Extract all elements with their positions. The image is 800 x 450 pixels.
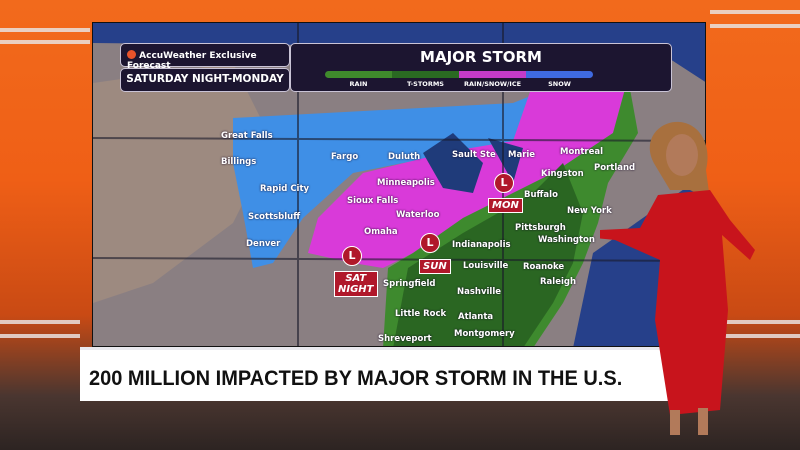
title-box: MAJOR STORM RAIN T-STORMS RAIN/SNOW/ICE SNO… xyxy=(290,43,672,92)
city-label: Montgomery xyxy=(454,329,515,339)
city-label: Atlanta xyxy=(458,312,494,322)
studio-stripe xyxy=(720,320,800,324)
city-label: Springfield xyxy=(383,279,436,289)
low-label-sat-night: SAT NIGHT xyxy=(334,271,378,297)
studio-stripe xyxy=(0,334,80,338)
city-label: Sioux Falls xyxy=(347,196,399,206)
forecast-title: MAJOR STORM xyxy=(420,48,542,66)
low-pressure-icon: L xyxy=(342,246,362,266)
forecast-header: AccuWeather Exclusive Forecast SATURDAY … xyxy=(120,43,672,93)
studio-stripe xyxy=(710,10,800,14)
city-label: Minneapolis xyxy=(377,178,435,188)
low-label-sun: SUN xyxy=(419,259,451,274)
brand-label: AccuWeather Exclusive Forecast xyxy=(127,51,257,71)
city-label: Nashville xyxy=(457,287,502,297)
city-label: Billings xyxy=(221,157,257,167)
legend-label: RAIN xyxy=(349,80,368,88)
city-label: Sault Ste xyxy=(452,150,496,160)
city-label: Washington xyxy=(538,235,595,245)
city-label: Montreal xyxy=(560,147,604,157)
city-label: Kingston xyxy=(541,169,584,179)
legend-bar-t-storms xyxy=(392,71,459,78)
city-label: Waterloo xyxy=(396,210,440,220)
tstorm-region xyxy=(393,163,583,346)
city-label: Buffalo xyxy=(524,190,558,200)
city-label: Indianapolis xyxy=(452,240,511,250)
studio-stripe xyxy=(0,40,90,44)
city-label: Scottsbluff xyxy=(248,212,301,222)
city-label: New York xyxy=(567,206,612,216)
studio-stripe xyxy=(0,320,80,324)
city-label: Roanoke xyxy=(523,262,565,272)
legend-label: T-STORMS xyxy=(407,80,444,88)
city-label: Portland xyxy=(594,163,636,173)
city-label: Great Falls xyxy=(221,131,273,141)
legend-bar-snow xyxy=(526,71,593,78)
city-label: Pittsburgh xyxy=(515,223,566,233)
lower-third-banner: 200 MILLION IMPACTED BY MAJOR STORM IN T… xyxy=(80,347,720,401)
presenter xyxy=(600,121,755,435)
low-pressure-icon: L xyxy=(420,233,440,253)
city-label: Little Rock xyxy=(395,309,447,319)
city-label: Shreveport xyxy=(378,334,432,344)
city-label: Fargo xyxy=(331,152,359,162)
city-label: Denver xyxy=(246,239,281,249)
city-label: Marie xyxy=(508,150,536,160)
low-pressure-icon: L xyxy=(494,173,514,193)
studio-stripe xyxy=(0,28,90,32)
legend-label: SNOW xyxy=(548,80,571,88)
city-label: Omaha xyxy=(364,227,398,237)
city-label: Duluth xyxy=(388,152,421,162)
studio-stripe xyxy=(720,334,800,338)
period-box: SATURDAY NIGHT-MONDAY xyxy=(120,68,290,92)
city-label: Rapid City xyxy=(260,184,310,194)
brand-box: AccuWeather Exclusive Forecast xyxy=(120,43,290,71)
great-lakes xyxy=(423,133,523,193)
legend-label: RAIN/SNOW/ICE xyxy=(463,80,522,88)
studio-stripe xyxy=(710,24,800,28)
snow-region xyxy=(233,83,563,268)
headline: 200 MILLION IMPACTED BY MAJOR STORM IN T… xyxy=(89,366,623,390)
forecast-period: SATURDAY NIGHT-MONDAY xyxy=(126,73,284,85)
city-label: Louisville xyxy=(463,261,509,271)
accuweather-logo-icon xyxy=(127,50,136,59)
precip-legend: RAIN T-STORMS RAIN/SNOW/ICE SNOW xyxy=(325,71,593,89)
mountain-terrain xyxy=(93,63,273,303)
city-label: Raleigh xyxy=(540,277,577,287)
legend-bar-rain-snow-ice xyxy=(459,71,526,78)
low-label-mon: MON xyxy=(488,198,523,213)
legend-bar-rain xyxy=(325,71,392,78)
